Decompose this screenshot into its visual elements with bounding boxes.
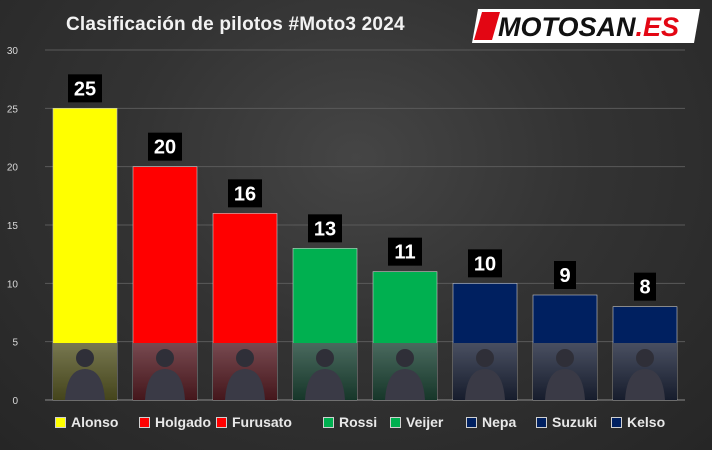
legend-label: Holgado (155, 414, 211, 430)
rider-helmet-shape (236, 349, 254, 367)
rider-helmet-shape (556, 349, 574, 367)
legend-swatch (55, 416, 66, 428)
y-tick-label: 20 (7, 163, 19, 174)
chart-title: Clasificación de pilotos #Moto3 2024 (66, 14, 405, 35)
y-tick-label: 30 (7, 46, 19, 57)
rider-body-shape (145, 369, 185, 400)
legend-item-furusato: Furusato (216, 412, 292, 432)
legend-swatch (323, 416, 334, 428)
data-label-box (148, 132, 182, 161)
rider-helmet-shape (316, 349, 334, 367)
data-label: 20 (154, 137, 176, 159)
data-label-box (308, 214, 342, 243)
legend-swatch (139, 416, 150, 428)
legend-label: Nepa (482, 414, 517, 430)
data-label-box (388, 237, 422, 266)
rider-body-shape (305, 369, 345, 400)
rider-body-shape (385, 369, 425, 400)
data-label-box (228, 179, 262, 208)
data-label: 10 (474, 253, 496, 275)
y-tick-label: 25 (7, 104, 19, 115)
data-label: 9 (559, 265, 570, 287)
data-label-box (554, 261, 576, 289)
legend-item-holgado: Holgado (139, 412, 211, 432)
data-label-box (468, 249, 502, 278)
legend-label: Rossi (339, 414, 378, 430)
rider-helmet-shape (76, 349, 94, 367)
data-label: 13 (314, 218, 336, 240)
rider-helmet-shape (156, 349, 174, 367)
legend-swatch (466, 416, 477, 428)
legend-item-nepa: Nepa (466, 412, 516, 432)
motosan-logo: MOTOSAN.ES (472, 9, 700, 43)
legend-swatch (611, 416, 622, 428)
y-tick-label: 5 (12, 338, 18, 349)
data-label: 16 (234, 183, 256, 205)
chart-legend: Alonso Holgado Furusato Rossi Veijer Nepa Suzu… (0, 412, 712, 432)
legend-swatch (216, 416, 227, 428)
data-label: 11 (394, 242, 415, 264)
data-label-box (634, 272, 656, 301)
legend-label: Kelso (627, 414, 666, 430)
svg-text:MOTOSAN.ES: MOTOSAN.ES (498, 12, 679, 42)
rider-body-shape (465, 369, 505, 400)
logo-text: MOTOSAN (498, 12, 636, 42)
rider-body-shape (545, 369, 585, 400)
y-tick-label: 15 (7, 221, 19, 232)
rider-helmet-shape (476, 349, 494, 367)
rider-helmet-shape (396, 349, 414, 367)
legend-item-kelso: Kelso (611, 412, 665, 432)
logo-suffix: .ES (636, 12, 680, 42)
legend-item-rossi: Rossi (323, 412, 377, 432)
legend-label: Furusato (232, 414, 292, 430)
legend-item-veijer: Veijer (390, 412, 443, 432)
data-label: 25 (74, 78, 96, 100)
data-label-box (68, 74, 102, 103)
legend-item-alonso: Alonso (55, 412, 118, 432)
y-tick-label: 0 (12, 396, 18, 407)
rider-helmet-shape (636, 349, 654, 367)
legend-label: Alonso (71, 414, 119, 430)
legend-item-suzuki: Suzuki (536, 412, 597, 432)
rider-body-shape (65, 369, 105, 400)
rider-body-shape (625, 369, 665, 400)
rider-body-shape (225, 369, 265, 400)
legend-swatch (390, 416, 401, 428)
y-tick-label: 10 (7, 279, 19, 290)
data-label: 8 (639, 277, 650, 299)
legend-swatch (536, 416, 547, 428)
legend-label: Veijer (406, 414, 444, 430)
legend-label: Suzuki (552, 414, 598, 430)
